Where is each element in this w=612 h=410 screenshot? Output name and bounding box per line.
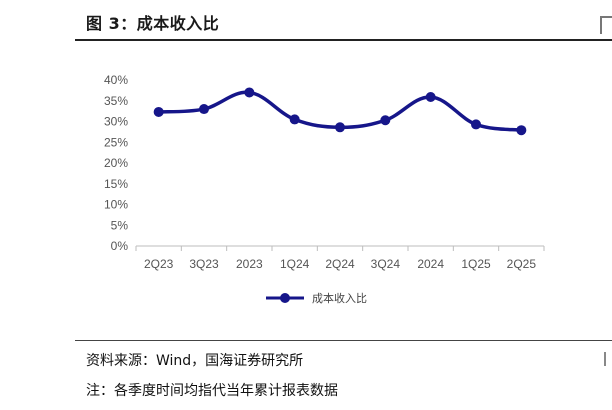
y-tick-label: 25%: [104, 135, 128, 149]
x-tick-label: 2Q24: [325, 257, 355, 271]
chart-legend: 成本收入比: [266, 291, 367, 305]
legend-marker: [280, 293, 290, 303]
x-tick-label: 1Q24: [280, 257, 310, 271]
data-point: [199, 104, 209, 115]
y-tick-label: 30%: [104, 115, 128, 129]
x-tick-label: 3Q24: [371, 257, 401, 271]
x-tick-label: 2Q25: [507, 257, 537, 271]
data-point: [380, 115, 391, 126]
data-point: [335, 122, 345, 133]
data-point: [516, 125, 527, 136]
x-tick-label: 3Q23: [189, 257, 219, 271]
y-tick-label: 40%: [104, 73, 128, 87]
x-tick-label: 2023: [236, 257, 263, 271]
x-tick-label: 2024: [417, 257, 444, 271]
y-tick-label: 35%: [104, 94, 128, 108]
y-tick-label: 5%: [111, 218, 129, 232]
data-point: [425, 92, 436, 103]
y-tick-label: 15%: [104, 177, 128, 191]
page-edge-mark-bottom: [604, 352, 612, 366]
series-layer: [153, 87, 527, 136]
y-tick-label: 10%: [104, 198, 128, 212]
legend-label: 成本收入比: [312, 291, 367, 305]
chart-axes: 0% 5% 10% 15% 20% 25% 30% 35% 40% 2Q23 3Q23 2023 1Q2…: [104, 73, 545, 271]
y-tick-label: 0%: [111, 239, 129, 253]
data-note: 注：各季度时间均指代当年累计报表数据: [86, 383, 338, 399]
data-point: [244, 87, 255, 98]
x-tick-label: 2Q23: [144, 257, 174, 271]
data-point: [153, 106, 164, 117]
data-point: [471, 119, 481, 130]
figure-title: 图 3：成本收入比: [86, 14, 220, 33]
source-note: 资料来源：Wind，国海证券研究所: [86, 353, 304, 369]
y-tick-label: 20%: [104, 156, 128, 170]
title-rule: [75, 39, 612, 41]
footer-rule: [75, 340, 612, 341]
cost-income-ratio-chart: 0% 5% 10% 15% 20% 25% 30% 35% 40% 2Q23 3Q23 2023 1Q2…: [104, 73, 545, 305]
data-point: [289, 114, 300, 125]
page-edge-mark: [600, 16, 612, 34]
x-tick-label: 1Q25: [461, 257, 491, 271]
